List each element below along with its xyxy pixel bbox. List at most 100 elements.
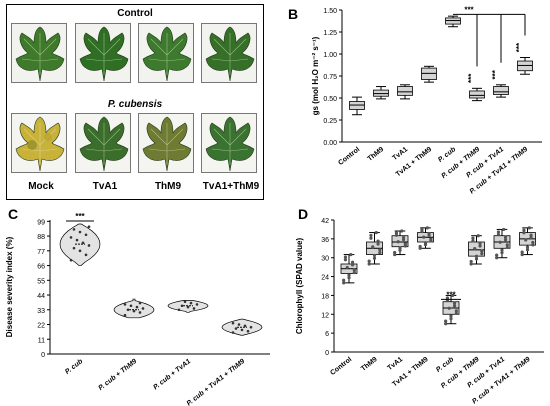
- chart-d-ytick-label: 42: [321, 218, 329, 225]
- control-row-title: Control: [117, 8, 153, 19]
- chart-d-data-point: [352, 268, 356, 272]
- chart-d-data-point: [527, 226, 531, 230]
- chart-c-ytick-label: 0: [41, 352, 45, 359]
- chart-d-data-point: [420, 228, 424, 232]
- chart-c-data-point: [69, 258, 73, 262]
- chart-b-ytick-label: 0.75: [323, 74, 337, 81]
- panel-a-leaf-photos: Control P. cubensis Mock TvA1 ThM9 TvA1+…: [6, 4, 264, 200]
- chart-d-data-point: [345, 265, 349, 270]
- chart-c-data-point: [195, 303, 199, 306]
- chart-c-ytick-label: 88: [37, 234, 45, 241]
- chart-c-ytick-label: 22: [37, 323, 45, 330]
- chart-c-data-point: [84, 233, 88, 237]
- chart-d-xtick-label: P. cub: [435, 356, 456, 374]
- chart-d-xtick-label: ThM9: [360, 356, 379, 373]
- chart-d-data-point: [418, 244, 422, 249]
- chart-d-data-point: [476, 234, 480, 238]
- control-leaf-photo-4: [201, 23, 257, 83]
- chart-d-data-point: [452, 304, 457, 308]
- chart-d-data-point: [480, 249, 484, 253]
- chart-c-data-point: [72, 228, 76, 231]
- infected-leaf-veins-3: [148, 123, 186, 165]
- chart-c-ytick-label: 66: [37, 264, 45, 271]
- chart-c-xtick-label: P. cub + ThM9: [97, 358, 138, 392]
- chart-d-data-point: [525, 248, 530, 252]
- chart-d-data-point: [496, 232, 501, 237]
- chart-d-data-point: [371, 245, 375, 249]
- chart-d-data-point: [469, 259, 473, 264]
- chart-b-box: [397, 86, 413, 96]
- chart-d-xtick-label: TvA1: [386, 356, 404, 372]
- chart-d-data-point: [471, 236, 475, 240]
- chart-d-data-point: [378, 248, 382, 252]
- infected-leaf-photo-1: [11, 113, 67, 173]
- chart-c-violin: [113, 298, 155, 319]
- chart-d-data-point: [343, 255, 348, 259]
- chart-d-data-point: [495, 256, 499, 260]
- chart-d-data-point: [502, 227, 506, 232]
- chart-b-xtick-label: TvA1: [391, 146, 409, 162]
- chart-d-data-point: [449, 314, 453, 318]
- chart-c-disease-severity: 0 11 22 33 44 55 66 77 88 99 Disease severity inde…: [5, 212, 270, 406]
- chart-d-data-point: [474, 254, 479, 258]
- chart-d-data-point: [394, 231, 399, 235]
- chart-c-data-point: [123, 313, 127, 317]
- chart-d-data-point: [452, 301, 457, 305]
- chart-c-data-point: [240, 328, 244, 332]
- chart-c-data-point: [129, 304, 133, 308]
- chart-b-sig-label: ***: [467, 73, 476, 83]
- chart-b-ytick-label: 0.00: [323, 140, 337, 147]
- chart-b-sig-label: ***: [464, 5, 474, 14]
- chart-c-data-point: [135, 305, 139, 309]
- chart-b-ytick-label: 0.25: [323, 118, 337, 125]
- chart-c-data-point: [72, 246, 76, 250]
- chart-c-xtick-label: P. cub + TvA1: [152, 358, 192, 391]
- chart-d-data-point: [531, 240, 535, 245]
- chart-b-sig-label: ***: [515, 42, 524, 52]
- chart-d-data-point: [505, 243, 509, 247]
- chart-c-violin: [59, 223, 101, 266]
- chart-d-data-point: [342, 281, 346, 285]
- chart-c-xtick-label: P. cub: [64, 358, 85, 376]
- chart-d-data-point: [423, 241, 428, 245]
- chart-d-data-point: [529, 235, 533, 240]
- chart-d-data-point: [447, 306, 451, 310]
- chart-d-data-point: [471, 239, 475, 243]
- chart-c-data-point: [183, 300, 187, 304]
- chart-d-data-point: [529, 233, 533, 237]
- infected-leaf-veins-4: [211, 123, 249, 165]
- chart-d-data-point: [376, 242, 380, 246]
- infected-leaf-veins-2: [85, 123, 123, 165]
- chart-d-ytick-label: 30: [321, 256, 329, 263]
- chart-d-data-point: [347, 273, 351, 277]
- chart-d-ytick-label: 18: [321, 293, 329, 300]
- chart-c-ytick-label: 33: [37, 308, 45, 315]
- chart-b-box: [493, 86, 509, 95]
- chart-c-data-point: [180, 304, 184, 308]
- chart-d-data-point: [342, 278, 346, 282]
- chart-d-data-point: [398, 246, 402, 250]
- chart-c-xtick-label: P. cub + TvA1 + ThM9: [186, 358, 247, 406]
- chart-b-ytick-label: 0.50: [323, 96, 337, 103]
- chart-d-ytick-label: 6: [325, 331, 329, 338]
- chart-d-data-point: [378, 250, 382, 255]
- infected-leaf-photo-2: [75, 113, 131, 173]
- chart-b-ytick-label: 1.50: [323, 8, 337, 15]
- chart-c-data-point: [78, 249, 82, 253]
- caption-tva1-thm9: TvA1+ThM9: [202, 181, 260, 192]
- mock-lesion-1: [27, 140, 37, 150]
- chart-c-data-point: [231, 321, 235, 325]
- chart-c-data-point: [177, 308, 181, 312]
- chart-c-data-point: [141, 307, 145, 310]
- chart-d-data-point: [425, 226, 429, 230]
- chart-d-data-point: [374, 230, 378, 235]
- chart-d-data-point: [422, 235, 426, 239]
- chart-c-data-point: [138, 311, 142, 314]
- chart-d-xtick-label: Control: [329, 356, 353, 377]
- control-leaf-veins-4: [211, 33, 249, 75]
- control-leaf-veins-3: [148, 33, 186, 75]
- infected-leaf-photo-4: [201, 113, 257, 173]
- chart-c-ytick-label: 11: [38, 337, 45, 344]
- chart-d-data-point: [347, 276, 351, 280]
- chart-d-y-axis-label: Chlorophyll (SPAD value): [295, 238, 304, 335]
